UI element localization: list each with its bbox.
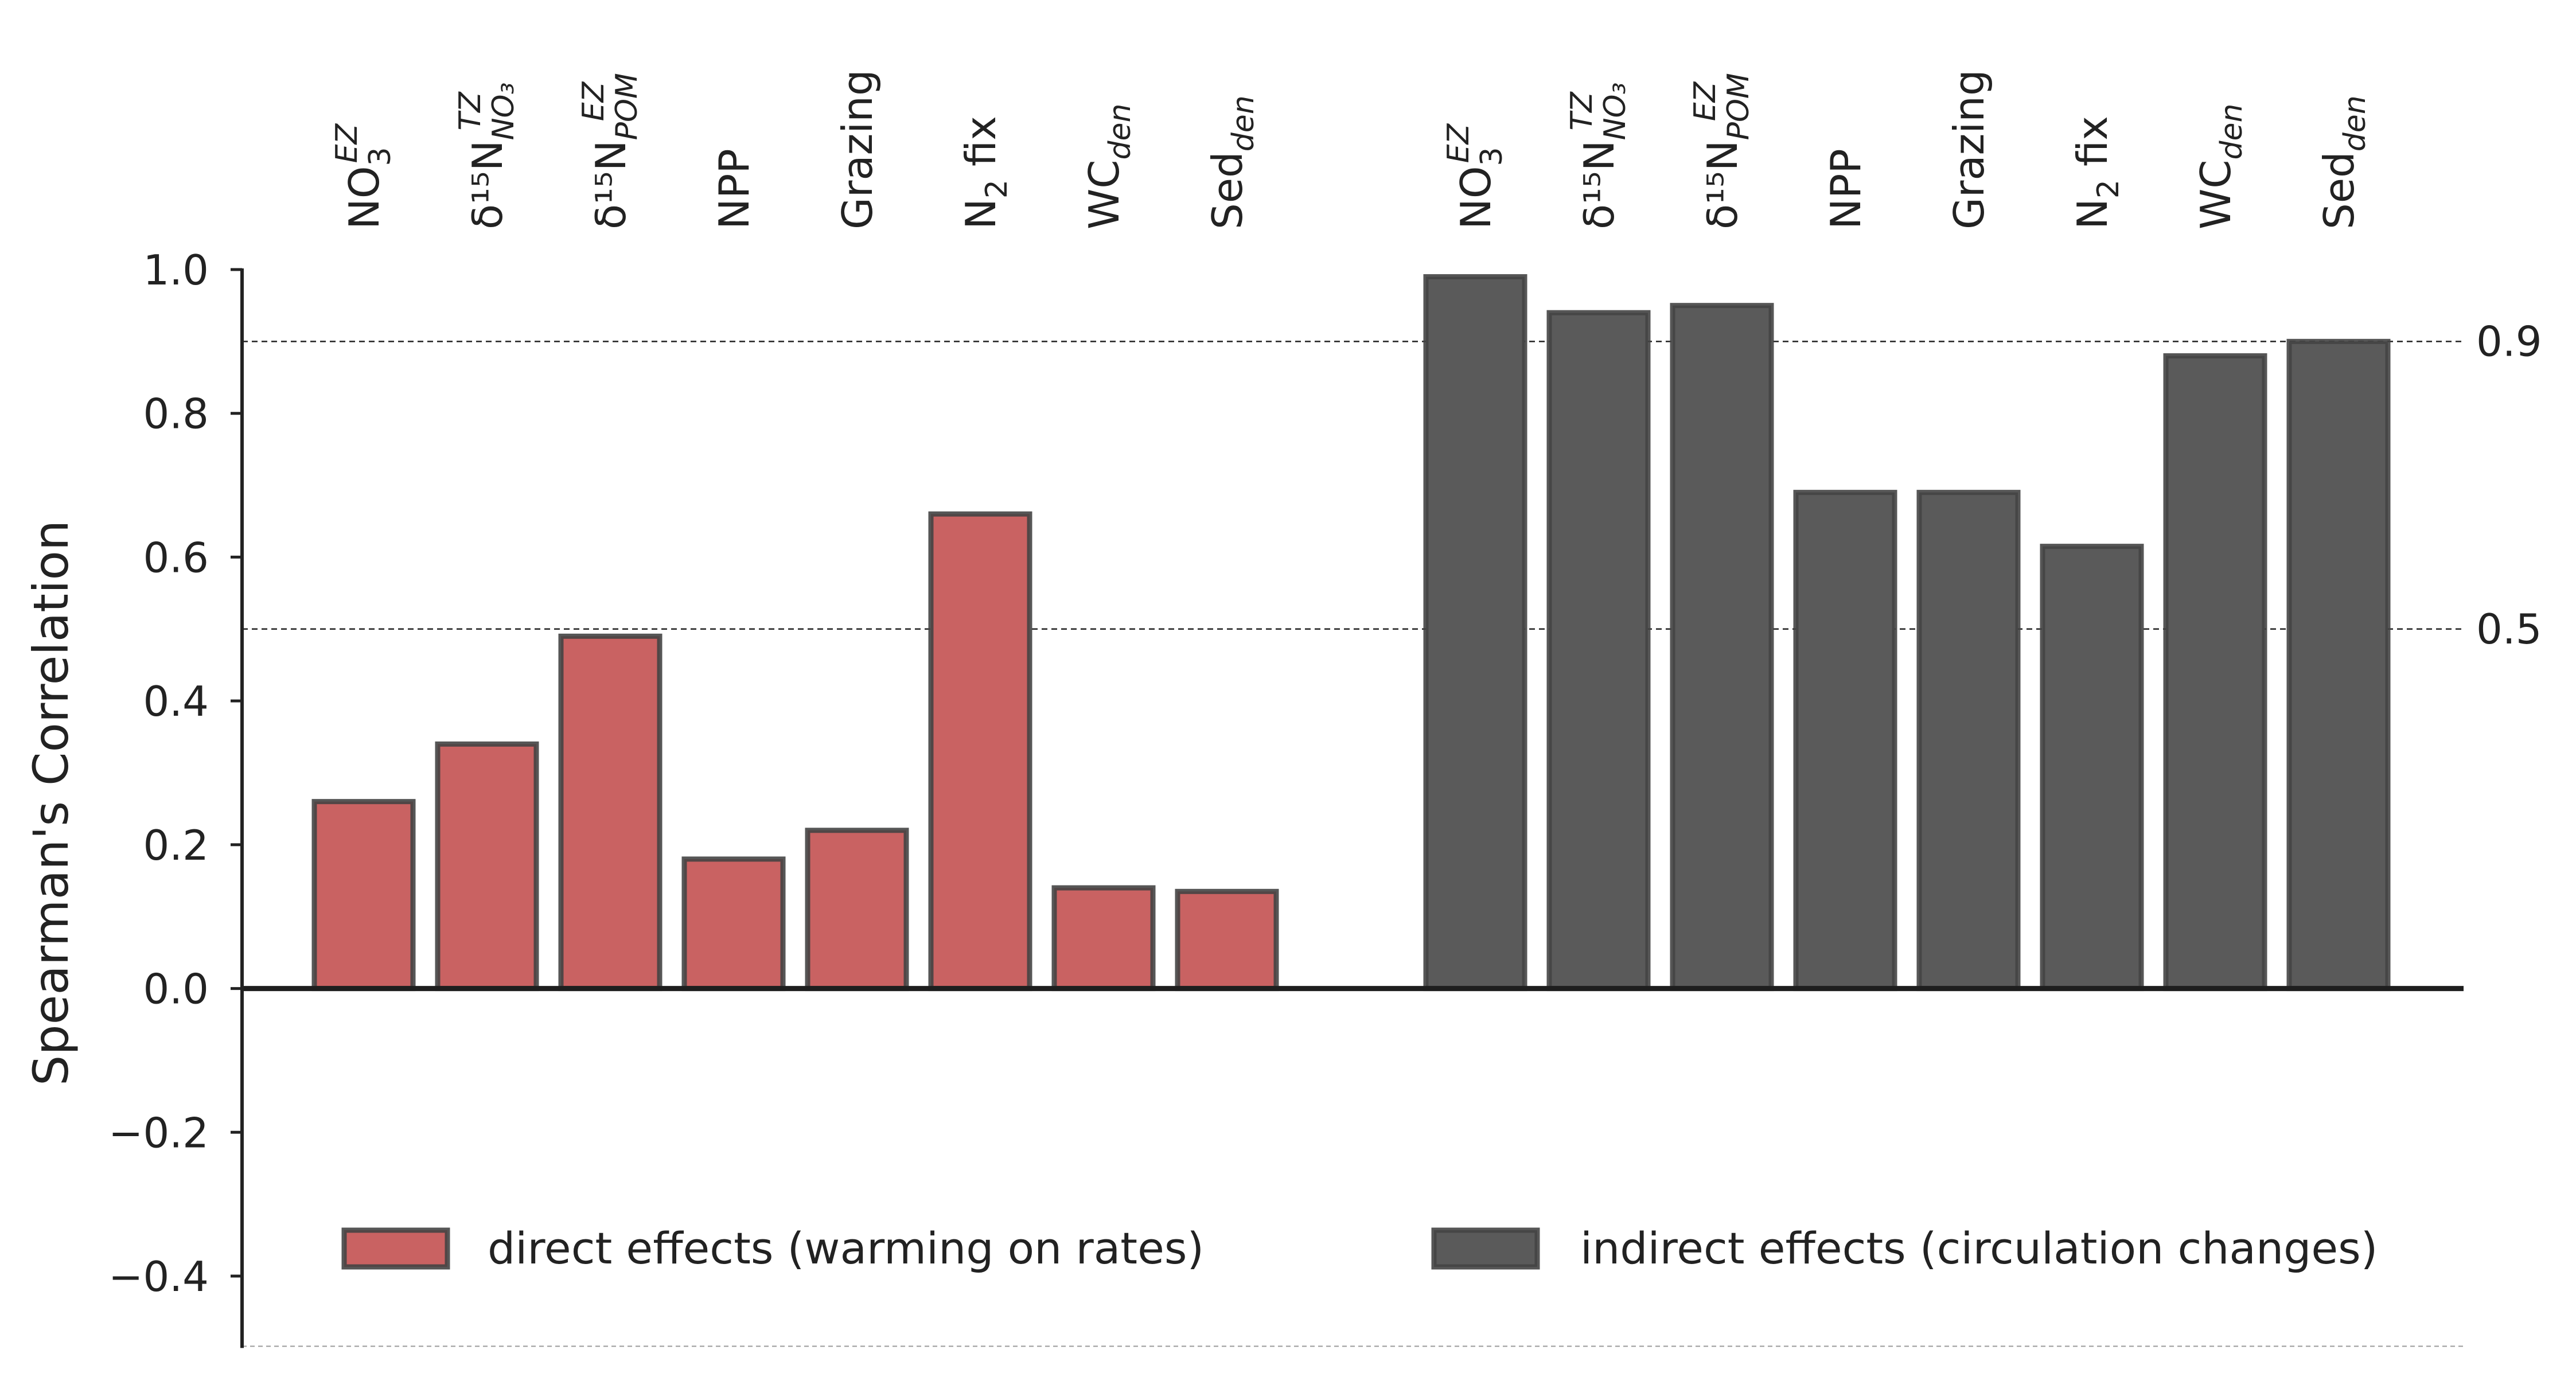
svg-text:NO3EZ: NO3EZ — [1441, 123, 1509, 229]
bar — [928, 511, 1032, 992]
category-label: N2 fix — [957, 116, 1014, 229]
svg-text:Sedden: Sedden — [1203, 95, 1261, 229]
svg-text:δ¹⁵NNO₃TZ: δ¹⁵NNO₃TZ — [453, 83, 521, 229]
category-label: WCden — [1080, 104, 1137, 229]
bar — [805, 828, 909, 992]
bar — [1175, 888, 1279, 992]
svg-text:Grazing: Grazing — [833, 69, 882, 229]
svg-text:N2 fix: N2 fix — [2068, 116, 2126, 229]
svg-text:NPP: NPP — [1822, 149, 1870, 229]
y-tick-label: 0.0 — [143, 965, 209, 1013]
category-label: Grazing — [833, 69, 882, 229]
y-tick-label: 0.6 — [143, 533, 209, 582]
category-label: δ¹⁵NPOMEZ — [1688, 73, 1756, 229]
y-axis: 1.0 0.8 0.6 0.4 0.2 0.0 −0.2 −0.4 — [108, 246, 2464, 1348]
svg-text:WCden: WCden — [1080, 104, 1137, 229]
y-tick-label: 0.4 — [143, 677, 209, 725]
bar — [1916, 490, 2021, 992]
y-tick-label: −0.2 — [108, 1109, 209, 1157]
svg-text:Grazing: Grazing — [1945, 69, 1993, 229]
reference-line-label: 0.9 — [2476, 317, 2542, 365]
svg-text:WCden: WCden — [2192, 104, 2249, 229]
bar — [435, 741, 539, 992]
bars — [311, 274, 2391, 992]
category-label: NO3EZ — [330, 123, 397, 229]
category-label: Sedden — [2315, 95, 2372, 229]
category-label: NPP — [1822, 149, 1870, 229]
bar — [1793, 490, 1897, 992]
category-label: δ¹⁵NPOMEZ — [576, 73, 644, 229]
category-label: Sedden — [1203, 95, 1261, 229]
bar — [1051, 885, 1156, 992]
category-label: WCden — [2192, 104, 2249, 229]
reference-line-label: 0.5 — [2476, 605, 2542, 653]
category-label: δ¹⁵NNO₃TZ — [1565, 83, 1632, 229]
legend-swatch — [1431, 1227, 1540, 1270]
category-label: Grazing — [1945, 69, 1993, 229]
bar — [2163, 353, 2267, 992]
reference-lines: 0.9 0.5 — [242, 317, 2542, 1347]
category-label: NPP — [710, 149, 758, 229]
svg-text:δ¹⁵NNO₃TZ: δ¹⁵NNO₃TZ — [1565, 83, 1632, 229]
bar — [558, 633, 662, 992]
svg-text:N2 fix: N2 fix — [957, 116, 1014, 229]
bar — [681, 856, 786, 992]
svg-text:NPP: NPP — [710, 149, 758, 229]
svg-text:Sedden: Sedden — [2315, 95, 2372, 229]
svg-text:δ¹⁵NPOMEZ: δ¹⁵NPOMEZ — [1688, 73, 1756, 229]
legend-label: direct effects (warming on rates) — [488, 1223, 1204, 1274]
bar — [1670, 303, 1774, 992]
y-tick-label: 0.8 — [143, 390, 209, 438]
bar — [2040, 544, 2144, 992]
legend-swatch — [341, 1227, 450, 1270]
y-tick-label: −0.4 — [108, 1253, 209, 1301]
bar — [1423, 274, 1527, 992]
y-tick-label: 0.2 — [143, 821, 209, 869]
bar — [1546, 310, 1651, 992]
bar — [311, 799, 416, 992]
category-label: δ¹⁵NNO₃TZ — [453, 83, 521, 229]
legend: direct effects (warming on rates) indirec… — [341, 1223, 2378, 1274]
bar — [2286, 338, 2391, 992]
category-labels: NO3EZ δ¹⁵NNO₃TZ δ¹⁵NPOMEZ NPP Grazing N2 fix W… — [330, 69, 2372, 229]
y-tick-label: 1.0 — [143, 246, 209, 294]
category-label: N2 fix — [2068, 116, 2126, 229]
svg-text:δ¹⁵NPOMEZ: δ¹⁵NPOMEZ — [576, 73, 644, 229]
svg-text:NO3EZ: NO3EZ — [330, 123, 397, 229]
category-label: NO3EZ — [1441, 123, 1509, 229]
y-axis-label: Spearman's Correlation — [23, 520, 79, 1086]
legend-label: indirect effects (circulation changes) — [1580, 1223, 2378, 1274]
